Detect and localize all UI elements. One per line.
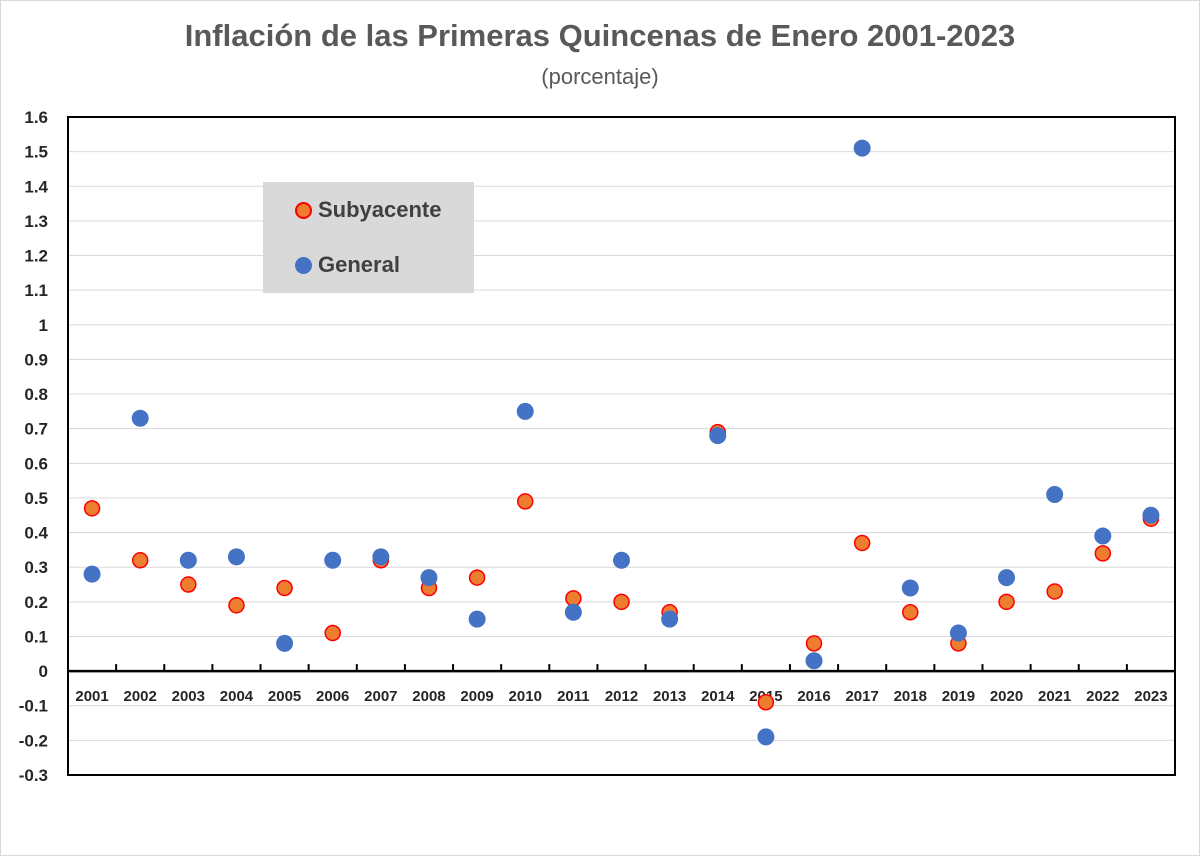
y-tick-label: -0.3 — [19, 766, 48, 785]
x-tick-label: 2003 — [172, 688, 205, 705]
data-point-subyacente — [998, 593, 1015, 611]
data-point-subyacente — [468, 569, 486, 586]
x-tick-label: 2022 — [1086, 688, 1119, 705]
y-tick-label: 0.7 — [24, 420, 48, 439]
data-point-subyacente — [180, 576, 197, 593]
x-tick-label: 2017 — [845, 688, 878, 705]
data-point-general — [661, 610, 679, 628]
data-point-general — [949, 624, 967, 642]
data-point-general — [901, 579, 919, 597]
data-point-subyacente — [83, 500, 101, 517]
legend-item-subyacente: Subyacente — [295, 195, 442, 225]
chart-subtitle: (porcentaje) — [541, 64, 659, 89]
data-point-general — [757, 728, 775, 746]
legend-marker-subyacente — [295, 201, 312, 219]
y-tick-label: 1.5 — [24, 143, 48, 162]
legend-label-general: General — [318, 252, 400, 277]
y-tick-label: 0.9 — [24, 350, 48, 369]
data-point-subyacente — [853, 534, 871, 552]
x-tick-label: 2018 — [894, 688, 927, 705]
x-tick-label: 2004 — [220, 688, 254, 705]
x-tick-label: 2020 — [990, 688, 1023, 705]
x-tick-label: 2014 — [701, 688, 735, 705]
data-point-general — [613, 551, 630, 569]
x-tick-label: 2016 — [797, 688, 830, 705]
x-tick-label: 2019 — [942, 688, 975, 705]
x-tick-label: 2006 — [316, 688, 349, 705]
y-tick-label: 1.2 — [24, 247, 48, 266]
y-tick-label: 0.5 — [24, 489, 48, 508]
y-tick-label: 0.8 — [24, 385, 48, 404]
x-tick-label: 2009 — [460, 688, 493, 705]
legend-marker-general — [295, 256, 312, 274]
data-point-general — [372, 548, 390, 566]
y-tick-label: 1.3 — [24, 212, 48, 231]
data-point-general — [998, 569, 1016, 587]
data-point-subyacente — [902, 603, 919, 621]
legend: Subyacente General — [263, 182, 474, 293]
data-point-general — [324, 551, 342, 569]
x-tick-label: 2005 — [268, 688, 301, 705]
data-point-subyacente — [276, 579, 293, 597]
y-tick-label: 1.1 — [24, 281, 48, 300]
x-tick-label: 2023 — [1134, 688, 1167, 705]
data-point-general — [276, 634, 294, 652]
data-point-subyacente — [613, 593, 630, 611]
y-tick-label: 0.4 — [24, 524, 48, 543]
data-point-general — [420, 569, 438, 587]
y-tick-label: 0.1 — [24, 627, 48, 646]
x-tick-label: 2001 — [75, 688, 108, 705]
y-tick-label: 0.2 — [24, 593, 48, 612]
x-tick-label: 2011 — [557, 688, 590, 705]
legend-item-general: General — [295, 250, 400, 280]
data-point-subyacente — [131, 552, 149, 569]
data-point-general — [227, 548, 245, 566]
y-tick-label: 0.3 — [24, 558, 48, 577]
legend-label-subyacente: Subyacente — [318, 197, 442, 222]
data-point-general — [83, 565, 101, 583]
x-tick-label: 2010 — [509, 688, 542, 705]
data-point-subyacente — [565, 590, 582, 607]
y-tick-label: 1 — [39, 316, 48, 335]
data-point-general — [1094, 527, 1112, 545]
data-point-general — [564, 603, 582, 621]
data-point-general — [853, 139, 871, 157]
data-point-subyacente — [1046, 583, 1063, 600]
y-tick-label: 1.4 — [24, 177, 48, 196]
data-point-general — [1142, 506, 1160, 524]
data-point-general — [131, 409, 149, 427]
data-point-general — [468, 610, 486, 628]
data-point-general — [179, 551, 197, 569]
x-tick-label: 2021 — [1038, 688, 1071, 705]
data-point-general — [709, 427, 727, 445]
x-tick-label: 2007 — [364, 688, 397, 705]
data-point-general — [516, 402, 534, 420]
data-point-subyacente — [757, 694, 775, 711]
data-point-general — [805, 652, 823, 670]
x-tick-label: 2008 — [412, 688, 445, 705]
y-tick-label: -0.1 — [19, 697, 48, 716]
x-tick-label: 2002 — [124, 688, 157, 705]
y-tick-label: -0.2 — [19, 731, 48, 750]
data-point-general — [1046, 485, 1064, 503]
data-point-subyacente — [228, 597, 245, 614]
chart-title: Inflación de las Primeras Quincenas de E… — [184, 18, 1016, 53]
y-tick-label: 0 — [39, 662, 48, 681]
y-tick-label: 0.6 — [24, 454, 48, 473]
plot-area-border — [67, 116, 1176, 776]
data-point-subyacente — [1094, 545, 1112, 562]
x-tick-label: 2012 — [605, 688, 638, 705]
data-point-subyacente — [805, 635, 823, 652]
data-point-subyacente — [324, 624, 341, 642]
y-tick-label: 1.6 — [24, 108, 48, 127]
data-point-subyacente — [516, 493, 534, 510]
x-tick-label: 2013 — [653, 688, 686, 705]
